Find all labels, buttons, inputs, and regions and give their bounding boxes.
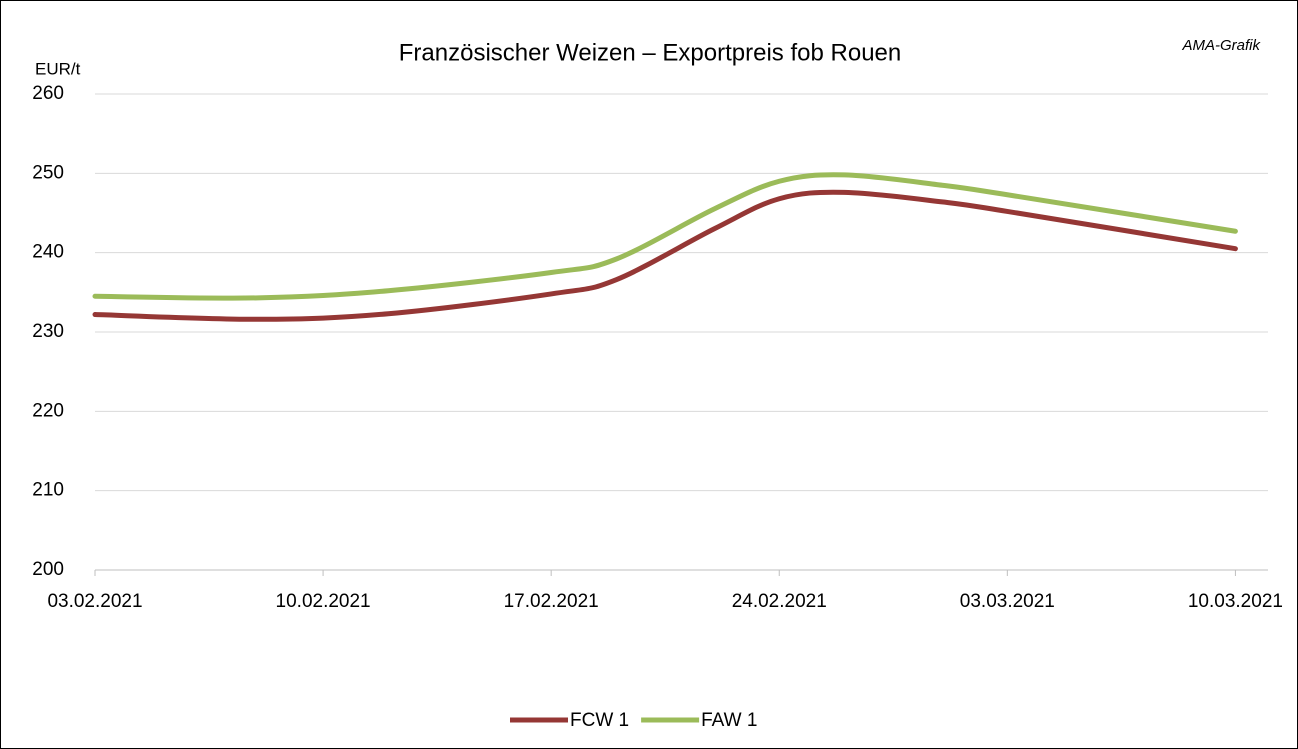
y-tick-label: 240 [32, 242, 64, 263]
y-tick-label: 230 [32, 321, 64, 342]
x-tick-label: 03.02.2021 [47, 591, 142, 612]
x-tick-label: 17.02.2021 [504, 591, 599, 612]
series-line [92, 172, 1238, 301]
y-tick-label: 210 [32, 480, 64, 501]
source-label: AMA-Grafik [1181, 37, 1261, 54]
y-tick-label: 260 [32, 83, 64, 104]
y-tick-label: 220 [32, 400, 64, 421]
legend-label: FCW 1 [570, 710, 629, 731]
y-axis-label: EUR/t [35, 59, 81, 78]
y-tick-label: 250 [32, 162, 64, 183]
legend-label: FAW 1 [701, 710, 757, 731]
x-tick-label: 03.03.2021 [960, 591, 1055, 612]
x-tick-label: 10.02.2021 [276, 591, 371, 612]
chart-title: Französischer Weizen – Exportpreis fob R… [399, 39, 901, 66]
x-tick-label: 24.02.2021 [732, 591, 827, 612]
series-line [92, 189, 1238, 322]
y-tick-label: 200 [32, 559, 64, 580]
x-tick-label: 10.03.2021 [1188, 591, 1283, 612]
